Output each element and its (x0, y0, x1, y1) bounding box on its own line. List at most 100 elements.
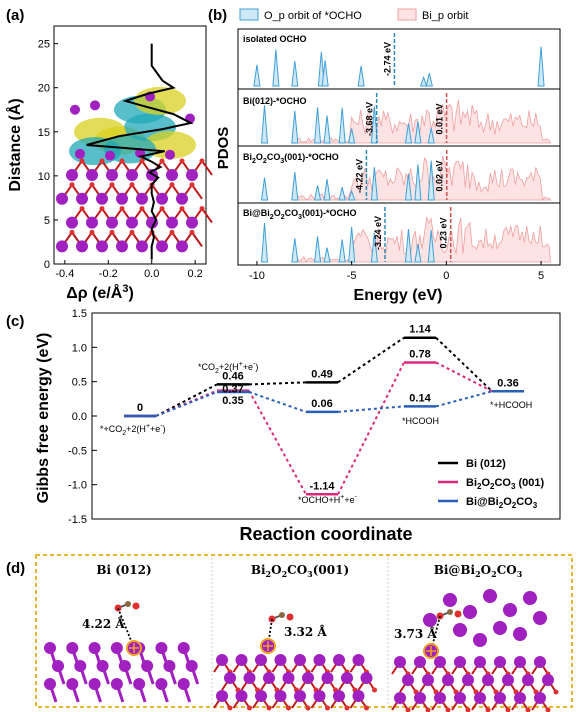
panel-b: (b) O_p orbit of *OCHO Bi_p orbit -2.74 … (208, 7, 561, 304)
d-bi-atom (110, 678, 123, 690)
o-p-pdos-peak (291, 61, 299, 87)
d-o-atom (525, 707, 531, 712)
b-sub2-label: Bi(012)-*OCHO (243, 96, 307, 106)
o-p-pdos-peak (537, 46, 545, 87)
bi-atom (105, 150, 115, 161)
panel-a-label: (a) (6, 7, 24, 24)
b-sub4-s1: 2 (270, 214, 274, 221)
d-bi-atom (453, 623, 467, 637)
bi-atom (96, 240, 108, 253)
b-sub3-mid2: CO (267, 152, 281, 162)
legend-bi-label: Bi_p orbit (422, 10, 468, 22)
panel-c-label: (c) (6, 313, 24, 330)
d-bi-atom (255, 690, 267, 702)
d-o-atom (325, 705, 330, 711)
d-o-atom (505, 707, 511, 712)
o-atom (99, 158, 105, 164)
d-o-atom (286, 705, 291, 711)
panel-b-subplots: -2.74 eV -3.68 eV 0.01 eV -4.22 eV 0.02 eV -3… (238, 33, 560, 263)
panel-a-x-ticks: -0.4 -0.2 0.0 0.2 (55, 260, 203, 280)
b-marker-label: 0.01 eV (435, 103, 445, 134)
c-state-4: *HCOOH (402, 416, 439, 426)
d-distance-line (117, 607, 135, 649)
c-connector (435, 361, 493, 393)
slab-bond (191, 184, 203, 200)
c-s3-sup1: + (340, 494, 344, 501)
o-atom (109, 229, 115, 235)
o-atom (199, 158, 205, 164)
o-p-pdos-peak (291, 110, 299, 144)
panel-a-y-ticks: 0 5 10 15 20 25 (38, 39, 58, 271)
d-ocho-o (286, 613, 294, 621)
b-sub4-s3: 3 (298, 214, 302, 221)
b-sub4-mid2: CO (285, 208, 299, 218)
c-value-label: -1.14 (309, 480, 335, 492)
d-bi-atom (313, 654, 326, 666)
bi-atom (66, 168, 78, 181)
d-bi-atom (523, 591, 537, 605)
o-p-pdos-peak (414, 121, 422, 144)
o-atom (199, 206, 205, 212)
d-o-atom (553, 689, 559, 695)
b-xtick-label: 0 (443, 270, 449, 282)
c-value-label: 0.36 (497, 377, 518, 389)
a-xlabel-end: ) (128, 285, 133, 302)
a-ytick-label: 25 (38, 39, 50, 51)
c-connector (155, 391, 218, 417)
dt3c: CO (497, 563, 517, 577)
slab-bond (201, 160, 213, 176)
b-marker-label: -4.22 eV (354, 159, 364, 193)
o-p-pdos-peak (313, 185, 322, 201)
c-ytick-label: -1.5 (68, 514, 87, 526)
d-bi-atom (534, 692, 546, 704)
b-xtick-label: -5 (347, 270, 357, 282)
bi-atom (70, 104, 80, 115)
b-sub3-pre: Bi (243, 152, 252, 162)
c-value-label: 1.14 (409, 324, 431, 336)
cl2b: O (481, 477, 490, 489)
bi-atom (176, 240, 188, 253)
d-bi-atom (434, 656, 446, 668)
d-o-atom (445, 707, 451, 712)
d-bi-atom (110, 642, 123, 654)
c-value-label: 0.06 (311, 398, 332, 410)
slab-bond (191, 231, 203, 247)
o-p-pdos-peak (260, 177, 269, 201)
slab-bond (201, 207, 213, 224)
d-o-atom (305, 705, 311, 711)
d-title-2: Bi2O2CO3(001) (251, 563, 349, 579)
cl3s1: 2 (499, 501, 504, 510)
d-bi-atom (494, 692, 506, 704)
a-xlabel-main: Δρ (e/Å (66, 283, 123, 302)
d-bi-atom (443, 593, 457, 607)
panel-a: (a) 0 5 10 15 20 25 -0.4 -0.2 0.0 0.2 Distance (… (5, 7, 213, 302)
panel-d-structures (44, 589, 559, 712)
panel-c: (c) -1.5 -1.0 -0.5 0.0 0.5 1.0 1.5 0 0.46 0.49 1.… (6, 308, 561, 544)
d-distance-1: 4.22 Å (82, 616, 125, 631)
c-ytick-label: 1.0 (72, 342, 87, 354)
d-bi-atom (133, 678, 146, 690)
panel-b-plot-frame (237, 28, 561, 266)
o-p-pdos-peak (338, 186, 346, 201)
cl2s1: 2 (477, 482, 482, 491)
b-marker-label: -2.74 eV (382, 42, 392, 76)
o-p-pdos-peak (404, 123, 413, 144)
legend-bi-swatch (397, 8, 417, 21)
c-value-label: 0.49 (311, 368, 332, 380)
c-connector (435, 336, 493, 393)
c-ytick-label: 1.5 (72, 308, 87, 320)
bi-atom (165, 149, 175, 160)
c-ytick-label: 0.5 (72, 377, 87, 389)
dt3s3: 3 (517, 569, 523, 579)
d-o-atom (425, 707, 431, 712)
b-sub4-s2: 2 (281, 214, 285, 221)
c-state-5: *+HCOOH (490, 400, 532, 410)
d-bi-atom (503, 603, 517, 617)
d-bi-atom (118, 660, 131, 672)
d-o-atom (372, 687, 377, 693)
a-xtick-label: -0.4 (55, 268, 74, 280)
d-bi-atom (44, 678, 56, 690)
dt2d: (001) (313, 563, 349, 577)
c-value-label: 0.35 (222, 395, 243, 407)
